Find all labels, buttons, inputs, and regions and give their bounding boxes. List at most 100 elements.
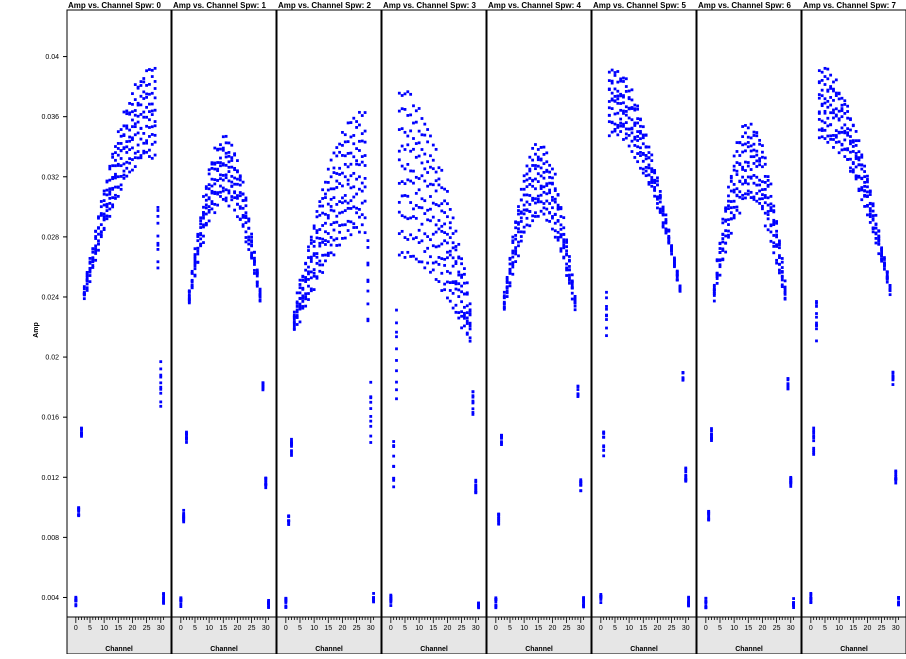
y-tick-label: 0.036 — [41, 114, 59, 121]
data-point — [85, 282, 89, 286]
data-point — [834, 140, 838, 144]
data-point — [341, 143, 344, 147]
data-point — [752, 195, 756, 199]
data-point — [843, 148, 847, 151]
data-point — [752, 181, 756, 185]
data-point — [792, 603, 795, 606]
data-point — [605, 334, 608, 338]
data-point — [582, 596, 585, 599]
x-tick-label: 30 — [157, 625, 165, 632]
data-point — [224, 151, 228, 155]
data-point — [431, 201, 435, 205]
data-point — [536, 180, 540, 183]
data-point — [366, 302, 370, 306]
data-point — [156, 209, 160, 212]
data-point — [318, 263, 322, 267]
data-point — [392, 478, 396, 482]
data-point — [363, 176, 367, 180]
data-point — [85, 276, 89, 279]
data-point — [307, 292, 310, 295]
data-point — [426, 235, 430, 238]
data-point — [556, 238, 560, 242]
data-point — [261, 381, 265, 385]
data-point — [136, 86, 140, 90]
data-point — [465, 311, 469, 315]
data-point — [639, 154, 642, 158]
data-point — [437, 219, 441, 222]
x-tick-label: 30 — [472, 625, 480, 632]
data-point — [545, 160, 549, 164]
data-point — [131, 146, 134, 150]
data-point — [352, 134, 356, 137]
data-point — [474, 478, 478, 482]
data-point — [116, 194, 120, 198]
data-point — [440, 289, 444, 292]
data-point — [338, 166, 342, 170]
data-point — [744, 160, 747, 164]
data-point — [727, 185, 730, 189]
data-point — [744, 178, 747, 182]
data-point — [97, 216, 100, 220]
data-point — [658, 207, 662, 211]
data-point — [607, 120, 611, 124]
data-point — [338, 142, 342, 146]
data-point — [840, 148, 844, 152]
data-point — [105, 202, 109, 206]
data-point — [687, 601, 690, 605]
data-point — [863, 205, 867, 208]
data-point — [817, 112, 821, 115]
x-tick-label: 5 — [403, 625, 407, 632]
data-point — [562, 246, 566, 250]
data-point — [568, 273, 571, 277]
data-point — [440, 209, 444, 213]
data-point — [360, 160, 364, 164]
data-point — [318, 200, 322, 204]
data-point — [437, 256, 441, 259]
data-point — [230, 143, 234, 147]
data-point — [474, 480, 478, 484]
data-point — [321, 211, 325, 215]
data-point — [823, 121, 827, 125]
data-point — [553, 213, 557, 216]
data-point — [346, 152, 350, 155]
data-point — [329, 175, 333, 179]
data-point — [570, 280, 574, 284]
data-point — [763, 187, 767, 191]
data-point — [732, 188, 736, 192]
data-point — [335, 244, 339, 247]
data-point — [358, 110, 361, 114]
data-point — [812, 452, 816, 456]
data-point — [644, 133, 648, 137]
data-point — [448, 221, 452, 225]
data-point — [727, 194, 730, 198]
data-point — [522, 230, 526, 234]
x-tick-label: 5 — [508, 625, 512, 632]
data-point — [545, 192, 549, 196]
data-point — [758, 189, 762, 193]
data-point — [744, 142, 747, 146]
data-point — [647, 145, 651, 149]
data-point — [440, 242, 444, 246]
data-point — [196, 239, 200, 243]
data-point — [721, 217, 725, 221]
data-point — [426, 184, 430, 188]
data-point — [363, 154, 367, 157]
data-point — [145, 139, 148, 143]
data-point — [528, 176, 532, 180]
data-point — [255, 268, 259, 272]
data-point — [653, 181, 657, 185]
data-point — [605, 305, 608, 308]
x-tick-label: 20 — [654, 625, 662, 632]
data-point — [335, 202, 339, 206]
data-point — [622, 124, 625, 128]
data-point — [860, 198, 864, 202]
data-point — [732, 154, 736, 158]
data-point — [727, 207, 730, 211]
data-point — [227, 179, 231, 183]
data-point — [820, 102, 824, 106]
data-point — [193, 259, 197, 263]
data-point — [868, 212, 872, 216]
x-tick-label: 20 — [759, 625, 767, 632]
data-point — [573, 301, 577, 305]
data-point — [131, 92, 134, 96]
